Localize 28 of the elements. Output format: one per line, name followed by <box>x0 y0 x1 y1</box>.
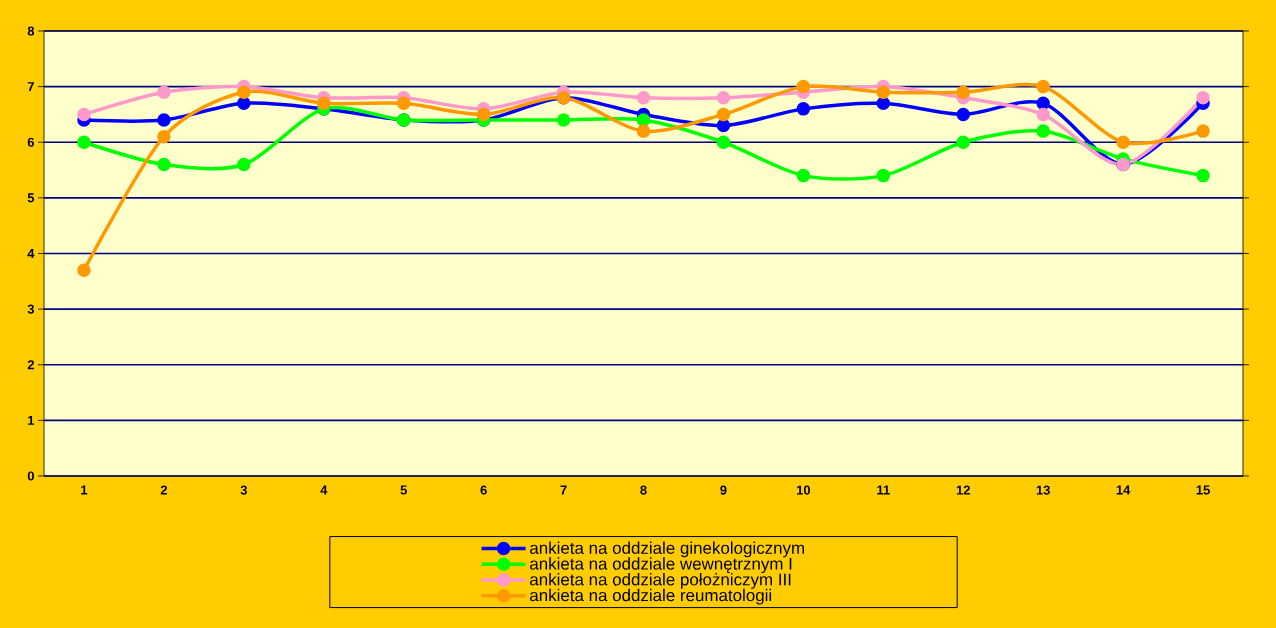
y-tick-label: 1 <box>28 415 35 425</box>
legend-label: ankieta na oddziale reumatologii <box>530 588 772 605</box>
x-tick-label: 13 <box>1036 485 1050 495</box>
y-tick-label: 7 <box>27 82 34 92</box>
x-tick-label: 15 <box>1196 485 1210 495</box>
x-tick-label: 11 <box>877 485 890 495</box>
x-tick-label: 5 <box>400 485 407 495</box>
legend-label: ankieta na oddziale wewnętrznym I <box>530 557 792 574</box>
y-tick-label: 5 <box>27 193 35 203</box>
x-tick-label: 7 <box>560 485 567 495</box>
y-tick-label: 3 <box>27 304 35 314</box>
y-tick-label: 4 <box>27 249 35 258</box>
x-tick-label: 1 <box>81 485 88 495</box>
y-tick-label: 8 <box>27 26 35 36</box>
y-tick-label: 6 <box>27 137 35 147</box>
x-tick-label: 10 <box>796 485 811 495</box>
x-tick-label: 12 <box>956 485 970 495</box>
legend-label: ankieta na oddziale ginekologicznym <box>530 541 805 558</box>
x-tick-label: 6 <box>480 485 487 495</box>
x-tick-label: 14 <box>1116 485 1131 495</box>
x-tick-label: 3 <box>240 485 247 495</box>
x-tick-label: 4 <box>320 485 328 495</box>
x-tick-label: 9 <box>720 485 727 495</box>
y-tick-label: 2 <box>27 360 34 370</box>
y-tick-label: 0 <box>27 471 34 481</box>
x-tick-label: 2 <box>160 485 167 495</box>
legend-label: ankieta na oddziale położniczym III <box>530 573 791 589</box>
x-tick-label: 8 <box>640 485 647 495</box>
